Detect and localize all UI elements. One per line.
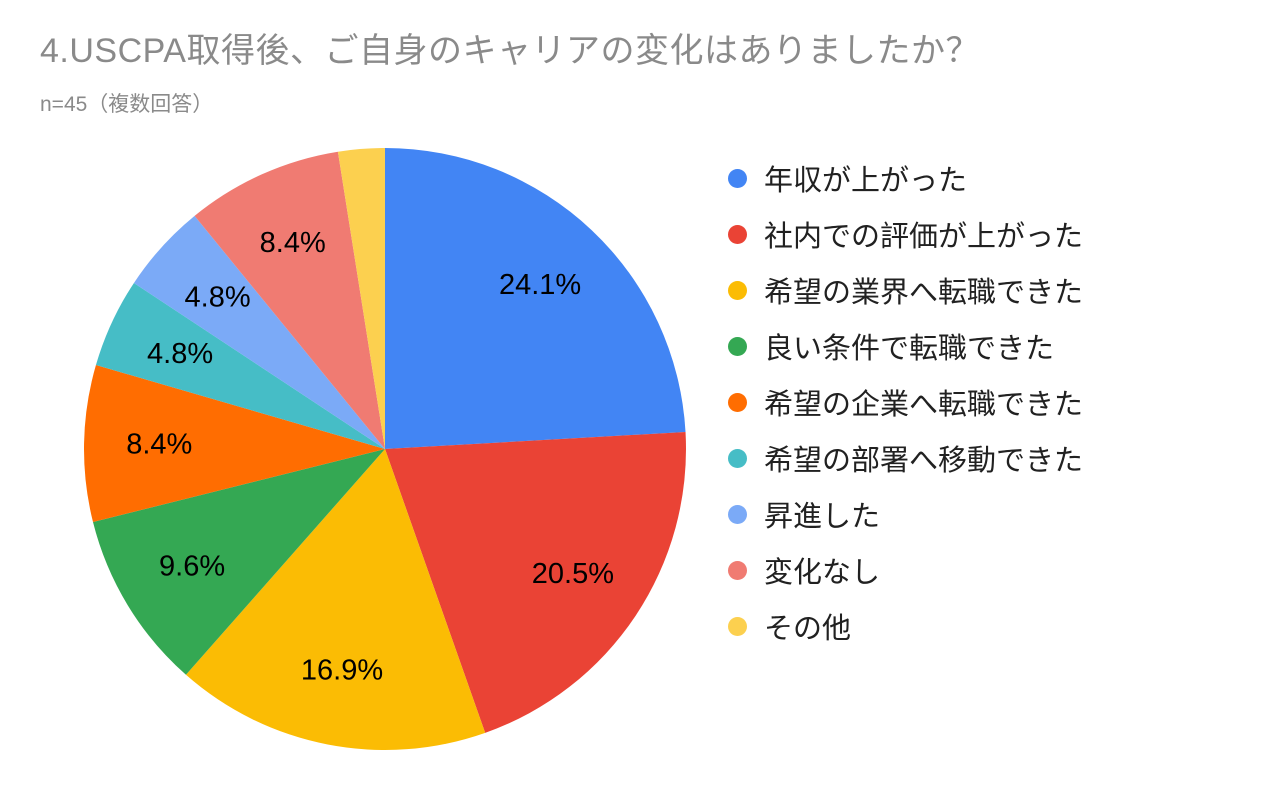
pie-slice-label-5: 8.4%	[126, 429, 192, 461]
pie-slice-5[interactable]	[83, 365, 386, 523]
legend-swatch-icon	[728, 224, 747, 244]
legend-item-6: 希望の部署へ移動できた	[728, 430, 1083, 486]
legend-swatch-icon	[728, 616, 747, 636]
pie-slice-2[interactable]	[385, 431, 687, 733]
legend-item-1: 年収が上がった	[728, 150, 1083, 206]
chart-subtitle: n=45（複数回答）	[40, 93, 214, 116]
pie-slice-9[interactable]	[337, 148, 385, 449]
legend-item-2: 社内での評価が上がった	[728, 206, 1083, 262]
pie-slice-3[interactable]	[185, 449, 486, 750]
pie-slice-label-1: 24.1%	[499, 269, 581, 301]
pie-chart: 24.1% 20.5% 16.9% 9.6% 8.4% 4.8% 4.8% 8.4%	[83, 148, 687, 750]
legend-item-7: 昇進した	[728, 486, 1083, 542]
legend-swatch-icon	[728, 448, 747, 468]
legend-label: 社内での評価が上がった	[764, 221, 1084, 253]
pie-slice-label-2: 20.5%	[532, 558, 614, 590]
legend-label: 希望の業界へ転職できた	[764, 277, 1084, 309]
legend-item-4: 良い条件で転職できた	[728, 318, 1083, 374]
pie-slice-label-6: 4.8%	[147, 338, 213, 370]
pie-slice-7[interactable]	[133, 215, 385, 449]
legend-item-8: 変化なし	[728, 542, 1083, 598]
legend-swatch-icon	[728, 392, 747, 412]
pie-slice-6[interactable]	[95, 282, 385, 449]
legend-label: 希望の企業へ転職できた	[764, 389, 1084, 421]
legend-label: 年収が上がった	[764, 165, 968, 197]
pie-slice-label-7: 4.8%	[185, 282, 251, 314]
legend-label: 良い条件で転職できた	[764, 333, 1055, 365]
pie-slice-1[interactable]	[385, 148, 686, 449]
legend-swatch-icon	[728, 280, 747, 300]
pie-slice-label-4: 9.6%	[159, 550, 225, 582]
legend-label: その他	[764, 613, 852, 645]
chart-title: 4.USCPA取得後、ご自身のキャリアの変化はありましたか？	[40, 32, 980, 70]
legend-swatch-icon	[728, 168, 747, 188]
legend-label: 変化なし	[764, 557, 881, 589]
chart-legend: 年収が上がった社内での評価が上がった 希望の業界へ転職できた 良い条件で転職できた希…	[728, 150, 1083, 654]
pie-slice-8[interactable]	[194, 151, 385, 449]
legend-label: 希望の部署へ移動できた	[764, 445, 1084, 477]
pie-slice-label-8: 8.4%	[260, 227, 326, 259]
legend-item-3: 希望の業界へ転職できた	[728, 262, 1083, 318]
pie-slice-4[interactable]	[92, 449, 386, 675]
pie-slice-label-3: 16.9%	[301, 655, 383, 687]
legend-item-5: 希望の企業へ転職できた	[728, 374, 1083, 430]
legend-swatch-icon	[728, 560, 747, 580]
legend-label: 昇進した	[764, 501, 881, 533]
legend-item-9: その他	[728, 598, 1083, 654]
legend-swatch-icon	[728, 504, 747, 524]
legend-swatch-icon	[728, 336, 747, 356]
